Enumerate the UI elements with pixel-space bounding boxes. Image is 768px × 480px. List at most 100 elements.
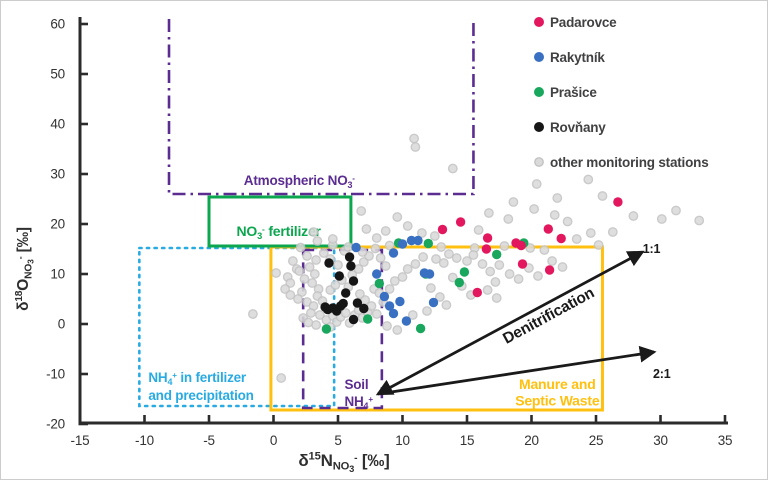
data-point-padarovce [437, 224, 448, 235]
legend-item-padarovce: Padarovce [534, 15, 617, 30]
data-point-rovnany [335, 301, 346, 311]
data-point-padarovce [543, 224, 553, 234]
data-point-other [429, 231, 440, 241]
data-point-other [547, 256, 557, 266]
data-point-prasice [415, 323, 426, 334]
data-point-other [549, 210, 560, 220]
y-tick-label: 10 [50, 267, 65, 282]
data-point-other [370, 243, 381, 254]
data-point-other [525, 243, 536, 253]
x-tick-label: 35 [718, 433, 733, 448]
source-box-atmospheric-no3: Atmospheric NO3- [167, 19, 475, 196]
data-point-other [293, 294, 303, 304]
y-tick-label: 30 [50, 167, 65, 182]
data-point-other [628, 211, 639, 221]
data-point-other [539, 245, 550, 255]
data-point-other [431, 254, 441, 264]
y-tick-label: 40 [50, 117, 65, 132]
data-point-other [418, 252, 428, 262]
data-point-padarovce [544, 265, 555, 275]
data-point-other [462, 256, 472, 266]
data-point-other [468, 250, 479, 260]
data-point-other [354, 289, 365, 299]
x-axis-title: δ15NNO3- [‰] [298, 451, 389, 475]
axes-layer: -15 -10 -5 0 5 10 15 20 25 30 35 -20 -10 0 10 20 30 40 50 6… [46, 17, 732, 448]
data-point-other [305, 308, 316, 318]
arrow-ratio-label-2:1: 2:1 [653, 367, 671, 381]
y-tick-label: 20 [50, 217, 65, 232]
box-label-nh4-fertilizer-precipitation-1: and precipitation [148, 388, 253, 403]
data-point-other [309, 269, 320, 279]
legend-label-rakytnik: Rakytník [550, 50, 605, 65]
data-point-padarovce [556, 233, 566, 244]
data-point-other [503, 214, 514, 224]
series-rovnany [320, 252, 369, 325]
data-point-other [443, 249, 454, 259]
data-point-rovnany [348, 314, 359, 325]
y-tick-label: -10 [46, 367, 65, 382]
series-other [247, 133, 705, 383]
data-point-other [533, 271, 543, 281]
x-tick-label: 30 [653, 433, 668, 448]
data-point-prasice [374, 278, 384, 289]
data-point-other [271, 268, 281, 278]
box-label-atmospheric-no3-0: Atmospheric NO3- [244, 173, 355, 190]
data-point-other [333, 260, 343, 270]
data-point-other [447, 272, 458, 283]
data-point-other [447, 163, 458, 174]
data-point-other [314, 310, 325, 320]
data-point-rakytnik [388, 248, 399, 258]
legend-item-rakytnik: Rakytník [534, 50, 606, 65]
box-outline-atmospheric-no3 [167, 19, 475, 196]
data-point-other [529, 204, 539, 214]
y-tick-label: 50 [50, 67, 65, 82]
legend-item-rovnany: Rovňany [534, 120, 607, 135]
data-point-other [671, 205, 681, 216]
legend-label-rovnany: Rovňany [550, 120, 606, 135]
data-point-other [482, 285, 493, 295]
data-point-padarovce [516, 240, 526, 251]
box-outline-no3-fertilizer [207, 195, 353, 248]
data-point-other [318, 248, 329, 258]
box-label-soil-nh4-0: Soil [344, 377, 368, 392]
data-point-other [307, 278, 318, 288]
data-point-other [327, 234, 338, 244]
data-point-other [407, 310, 418, 320]
data-point-other [330, 280, 341, 290]
data-point-other [557, 262, 568, 272]
data-point-other [499, 241, 510, 251]
x-tick-label: 0 [270, 433, 277, 448]
data-point-rakytnik [395, 296, 405, 307]
data-point-padarovce [472, 287, 482, 298]
box-label-manure-septic-waste-1: Septic Waste [515, 393, 600, 409]
data-point-other [384, 284, 395, 294]
x-tick-label: 15 [460, 433, 475, 448]
data-point-other [585, 228, 596, 238]
data-point-rakytnik [406, 235, 417, 246]
data-point-other [361, 224, 372, 234]
data-point-prasice [321, 324, 332, 334]
data-point-other [436, 242, 447, 252]
x-tick-label: -15 [71, 433, 90, 448]
data-point-other [562, 216, 573, 227]
data-point-other [513, 274, 524, 284]
data-point-other [410, 142, 421, 152]
data-point-other [380, 261, 391, 271]
data-point-other [384, 240, 395, 251]
data-point-other [380, 226, 391, 236]
data-point-other [531, 179, 542, 189]
box-label-soil-nh4-1: NH4+ [344, 394, 373, 411]
legend-label-other: other monitoring stations [550, 155, 709, 170]
data-point-rovnany [324, 258, 334, 268]
data-point-other [491, 293, 502, 303]
data-point-other [312, 236, 323, 246]
data-point-other [434, 292, 445, 302]
data-point-other [438, 258, 449, 268]
data-point-rakytnik [428, 297, 439, 308]
data-point-other [397, 272, 408, 282]
data-point-prasice [492, 249, 502, 260]
x-tick-label: -10 [135, 433, 154, 448]
